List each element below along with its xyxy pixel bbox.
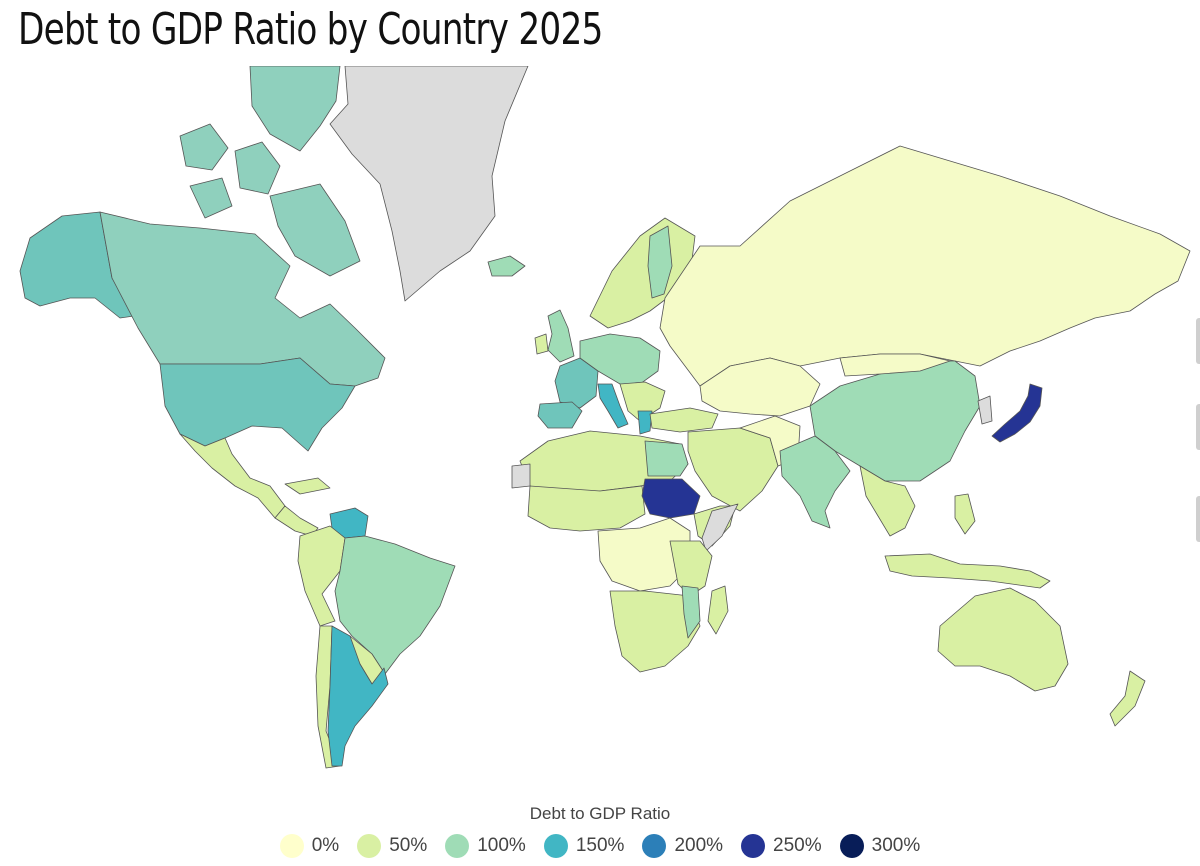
region-sudan[interactable] [641,478,701,519]
region-sahel[interactable] [527,485,646,532]
legend-swatch [445,834,470,858]
legend-swatch [741,834,766,858]
region-somalia[interactable] [701,503,739,552]
region-iceland[interactable] [487,255,526,277]
side-panel-handle-2[interactable] [1196,404,1200,450]
legend-label: 100% [477,835,526,856]
region-philippines[interactable] [954,493,976,535]
legend-label: 200% [674,835,724,856]
region-canada-islands-4[interactable] [269,183,361,277]
region-greece[interactable] [637,410,653,435]
legend-swatch [357,834,382,858]
region-indonesia[interactable] [884,553,1051,589]
region-greenland[interactable] [329,66,529,302]
region-japan[interactable] [991,383,1043,443]
region-iberia[interactable] [537,401,583,429]
region-balkans[interactable] [619,381,666,422]
map-title: Debt to GDP Ratio by Country 2025 [18,4,603,55]
legend-label: 250% [773,835,822,856]
legend-item[interactable]: 50% [357,834,427,858]
legend-item[interactable]: 100% [445,834,526,858]
legend-swatch [642,834,667,858]
region-madagascar[interactable] [707,585,729,635]
region-united-kingdom[interactable] [547,309,575,363]
region-andean-north[interactable] [297,525,346,627]
region-caribbean[interactable] [284,477,331,495]
legend-swatch [543,834,568,858]
region-canada-islands-5[interactable] [189,177,233,219]
region-canada-islands-1[interactable] [249,66,341,152]
region-turkey[interactable] [649,407,719,433]
legend-item[interactable]: 250% [741,834,822,858]
legend-label: 50% [389,835,428,856]
region-korea[interactable] [977,395,993,425]
region-india[interactable] [779,435,851,529]
region-russia[interactable] [659,145,1191,387]
legend-swatch [839,834,864,858]
world-choropleth-map[interactable] [0,66,1200,786]
region-southeast-asia[interactable] [859,465,916,537]
region-middle-east[interactable] [687,427,779,512]
region-italy[interactable] [597,383,629,429]
region-canada-islands-2[interactable] [179,123,229,171]
region-central-america[interactable] [274,505,319,537]
region-new-zealand[interactable] [1109,670,1146,727]
region-mozambique[interactable] [681,585,701,639]
legend-label: 0% [311,835,340,856]
legend-item[interactable]: 150% [543,834,625,858]
side-panel-handle-3[interactable] [1196,496,1200,542]
region-alaska[interactable] [19,211,135,319]
legend-swatch [279,834,304,858]
region-mexico[interactable] [179,433,286,519]
region-brazil[interactable] [334,535,456,675]
region-finland[interactable] [647,225,673,299]
region-argentina[interactable] [327,625,389,767]
region-southern-africa[interactable] [609,590,701,673]
region-australia[interactable] [937,587,1069,692]
region-east-africa[interactable] [669,540,713,597]
legend-title: Debt to GDP Ratio [529,804,671,823]
region-western-sahara[interactable] [511,463,531,489]
legend-item[interactable]: 300% [839,834,921,858]
legend: 0% 50% 100% 150% 200% 250% 300% [0,834,1200,858]
region-canada-islands-3[interactable] [234,141,281,195]
side-panel-handle-1[interactable] [1196,318,1200,364]
legend-label: 300% [871,835,921,856]
legend-item[interactable]: 200% [642,834,723,858]
legend-label: 150% [575,835,625,856]
region-central-europe[interactable] [579,333,661,385]
legend-item[interactable]: 0% [279,834,340,858]
region-mongolia[interactable] [839,353,951,377]
region-ireland[interactable] [534,333,549,355]
region-egypt[interactable] [644,440,689,477]
